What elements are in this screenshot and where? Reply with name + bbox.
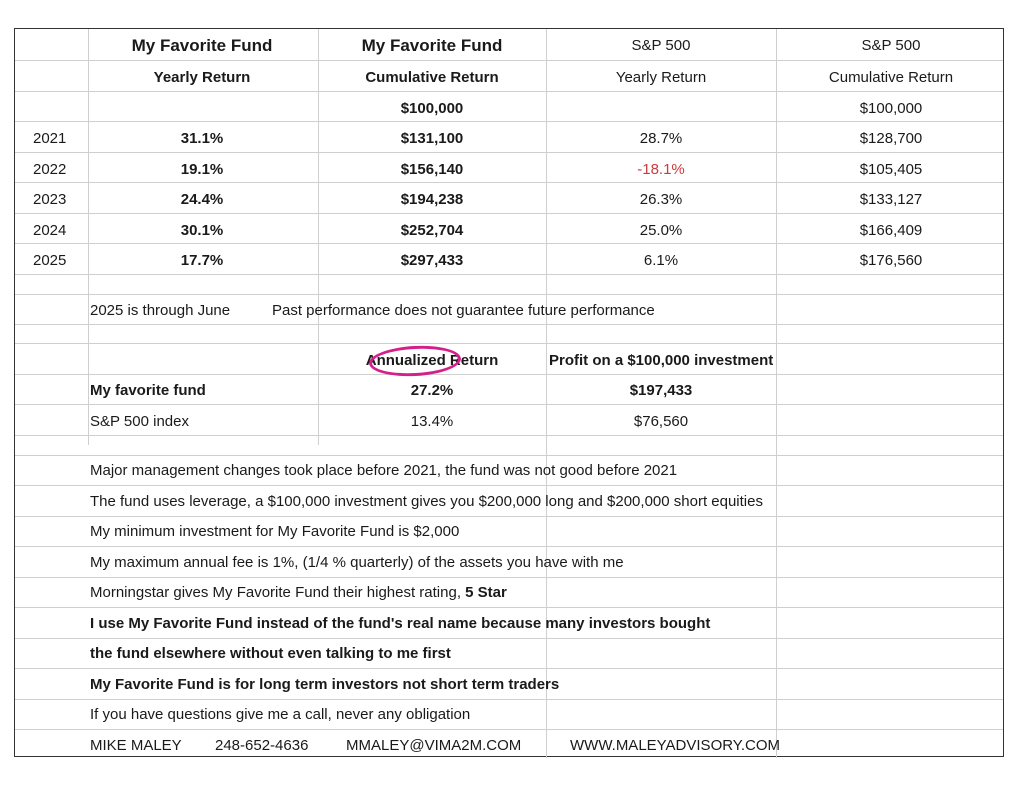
grid-row-line bbox=[15, 91, 1003, 92]
col3-subtitle: Yearly Return bbox=[615, 69, 707, 86]
contact-name: MIKE MALEY bbox=[90, 737, 182, 754]
grid-row-line bbox=[15, 668, 1003, 669]
contact-email[interactable]: MMALEY@VIMA2M.COM bbox=[346, 737, 522, 754]
rating-text: 5 Star bbox=[465, 584, 507, 601]
fund-summary-label: My favorite fund bbox=[90, 382, 206, 399]
grid-col-line bbox=[776, 29, 777, 758]
sp-start-value: $100,000 bbox=[859, 100, 923, 117]
profit-header: Profit on a $100,000 investment bbox=[549, 352, 774, 369]
fund-cumulative-cell: $156,140 bbox=[400, 161, 464, 178]
sp-yearly-cell: 25.0% bbox=[639, 222, 683, 239]
grid-row-line bbox=[15, 343, 1003, 344]
grid-row-line bbox=[15, 516, 1003, 517]
year-cell: 2023 bbox=[33, 191, 67, 208]
fund-yearly-cell: 31.1% bbox=[180, 130, 224, 147]
note-call: If you have questions give me a call, ne… bbox=[90, 706, 471, 723]
grid-row-line bbox=[15, 294, 1003, 295]
note-morningstar: Morningstar gives My Favorite Fund their… bbox=[90, 585, 507, 600]
sp-yearly-negative-cell: -18.1% bbox=[637, 161, 685, 178]
fund-cumulative-cell: $194,238 bbox=[400, 191, 464, 208]
grid-row-line bbox=[15, 274, 1003, 275]
annualized-return-header: Annualized Return bbox=[365, 352, 499, 369]
grid-row-line bbox=[15, 485, 1003, 486]
sp-profit: $76,560 bbox=[633, 413, 689, 430]
year-cell: 2024 bbox=[33, 222, 67, 239]
col1-title: My Favorite Fund bbox=[131, 36, 273, 55]
sp-annualized-return: 13.4% bbox=[410, 413, 454, 430]
contact-phone[interactable]: 248-652-4636 bbox=[215, 737, 309, 754]
through-june-note: 2025 is through June bbox=[90, 302, 231, 319]
note-name-reason: I use My Favorite Fund instead of the fu… bbox=[90, 615, 711, 632]
col2-title: My Favorite Fund bbox=[361, 36, 503, 55]
grid-row-line bbox=[15, 152, 1003, 153]
sp-summary-label: S&P 500 index bbox=[90, 413, 189, 430]
fund-yearly-cell: 30.1% bbox=[180, 222, 224, 239]
grid-row-line bbox=[15, 60, 1003, 61]
col4-subtitle: Cumulative Return bbox=[828, 69, 954, 86]
sp-yearly-cell: 26.3% bbox=[639, 191, 683, 208]
grid-col-line bbox=[318, 29, 319, 445]
col2-subtitle: Cumulative Return bbox=[365, 69, 499, 86]
grid-row-line bbox=[15, 638, 1003, 639]
grid-row-line bbox=[15, 324, 1003, 325]
grid-row-line bbox=[15, 729, 1003, 730]
sp-yearly-cell: 28.7% bbox=[639, 130, 683, 147]
fund-cumulative-cell: $131,100 bbox=[400, 130, 464, 147]
grid-row-line bbox=[15, 455, 1003, 456]
grid-col-line bbox=[546, 29, 547, 758]
fund-yearly-cell: 19.1% bbox=[180, 161, 224, 178]
fund-profit: $197,433 bbox=[629, 382, 693, 399]
fund-cumulative-cell: $252,704 bbox=[400, 222, 464, 239]
fund-yearly-cell: 24.4% bbox=[180, 191, 224, 208]
sp-cumulative-cell: $176,560 bbox=[859, 252, 923, 269]
col4-title: S&P 500 bbox=[861, 37, 921, 54]
grid-row-line bbox=[15, 182, 1003, 183]
fund-annualized-return: 27.2% bbox=[410, 382, 454, 399]
fund-cumulative-cell: $297,433 bbox=[400, 252, 464, 269]
past-performance-note: Past performance does not guarantee futu… bbox=[272, 302, 655, 319]
note-minimum: My minimum investment for My Favorite Fu… bbox=[90, 523, 460, 540]
sp-cumulative-cell: $128,700 bbox=[859, 130, 923, 147]
year-cell: 2025 bbox=[33, 252, 67, 269]
note-name-reason-cont: the fund elsewhere without even talking … bbox=[90, 645, 451, 662]
year-cell: 2021 bbox=[33, 130, 67, 147]
grid-row-line bbox=[15, 213, 1003, 214]
sp-cumulative-cell: $133,127 bbox=[859, 191, 923, 208]
note-morningstar-text: Morningstar gives My Favorite Fund their… bbox=[90, 584, 466, 601]
spreadsheet-page bbox=[14, 28, 1004, 758]
note-management: Major management changes took place befo… bbox=[90, 462, 678, 479]
grid-row-line bbox=[15, 121, 1003, 122]
sp-yearly-cell: 6.1% bbox=[643, 252, 679, 269]
sp-cumulative-cell: $105,405 bbox=[859, 161, 923, 178]
grid-row-line bbox=[15, 546, 1003, 547]
note-long-term: My Favorite Fund is for long term invest… bbox=[90, 676, 560, 693]
grid-row-line bbox=[15, 374, 1003, 375]
col1-subtitle: Yearly Return bbox=[153, 69, 251, 86]
sp-cumulative-cell: $166,409 bbox=[859, 222, 923, 239]
grid-row-line bbox=[15, 435, 1003, 436]
note-fee: My maximum annual fee is 1%, (1/4 % quar… bbox=[90, 554, 624, 571]
fund-yearly-cell: 17.7% bbox=[180, 252, 224, 269]
col3-title: S&P 500 bbox=[631, 37, 691, 54]
note-leverage: The fund uses leverage, a $100,000 inves… bbox=[90, 493, 763, 510]
year-cell: 2022 bbox=[33, 161, 67, 178]
grid-col-line bbox=[88, 29, 89, 445]
grid-row-line bbox=[15, 404, 1003, 405]
grid-row-line bbox=[15, 607, 1003, 608]
grid-row-line bbox=[15, 577, 1003, 578]
contact-website[interactable]: WWW.MALEYADVISORY.COM bbox=[570, 737, 781, 754]
grid-row-line bbox=[15, 699, 1003, 700]
fund-start-value: $100,000 bbox=[400, 100, 464, 117]
grid-row-line bbox=[15, 243, 1003, 244]
